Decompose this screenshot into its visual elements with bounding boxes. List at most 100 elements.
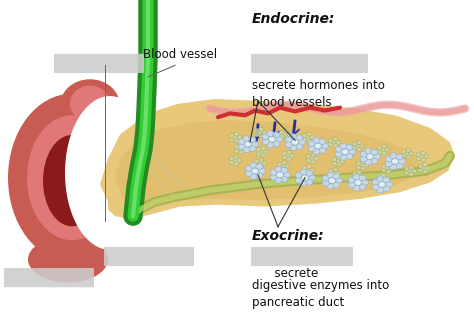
Ellipse shape xyxy=(239,150,244,154)
Ellipse shape xyxy=(284,164,290,168)
Ellipse shape xyxy=(420,155,424,158)
Ellipse shape xyxy=(27,115,117,240)
Ellipse shape xyxy=(384,148,390,152)
Ellipse shape xyxy=(60,79,120,132)
Ellipse shape xyxy=(337,162,342,167)
Ellipse shape xyxy=(307,138,312,143)
Ellipse shape xyxy=(285,137,292,142)
Text: Blood vessel: Blood vessel xyxy=(143,48,217,60)
Ellipse shape xyxy=(302,133,307,138)
Ellipse shape xyxy=(361,160,366,164)
Ellipse shape xyxy=(381,164,386,168)
Ellipse shape xyxy=(357,171,362,175)
Ellipse shape xyxy=(371,158,378,164)
Ellipse shape xyxy=(332,141,336,144)
Ellipse shape xyxy=(234,145,239,149)
Ellipse shape xyxy=(315,143,321,149)
Ellipse shape xyxy=(386,169,391,173)
Ellipse shape xyxy=(262,161,266,166)
Ellipse shape xyxy=(372,179,379,185)
Ellipse shape xyxy=(359,144,365,148)
Ellipse shape xyxy=(302,166,307,170)
Text: digestive enzymes into
pancreatic duct: digestive enzymes into pancreatic duct xyxy=(252,279,389,309)
Ellipse shape xyxy=(295,172,302,178)
Ellipse shape xyxy=(423,169,428,173)
Ellipse shape xyxy=(355,180,362,185)
Ellipse shape xyxy=(239,144,244,148)
Ellipse shape xyxy=(385,161,392,167)
Ellipse shape xyxy=(336,160,340,163)
Ellipse shape xyxy=(366,154,374,160)
Ellipse shape xyxy=(254,132,259,137)
Ellipse shape xyxy=(332,171,336,175)
Ellipse shape xyxy=(229,160,234,165)
Ellipse shape xyxy=(270,169,277,175)
Ellipse shape xyxy=(376,175,381,179)
Ellipse shape xyxy=(306,179,313,185)
Ellipse shape xyxy=(275,177,282,183)
Ellipse shape xyxy=(245,171,252,177)
Ellipse shape xyxy=(377,146,382,150)
Ellipse shape xyxy=(258,162,262,165)
Ellipse shape xyxy=(337,156,342,160)
Ellipse shape xyxy=(307,165,312,169)
FancyBboxPatch shape xyxy=(251,247,353,266)
Ellipse shape xyxy=(299,139,306,145)
Ellipse shape xyxy=(385,182,392,187)
Ellipse shape xyxy=(361,166,366,171)
Ellipse shape xyxy=(360,151,367,157)
Ellipse shape xyxy=(229,156,234,161)
FancyBboxPatch shape xyxy=(54,54,144,73)
Ellipse shape xyxy=(238,144,245,150)
Ellipse shape xyxy=(401,154,406,158)
Ellipse shape xyxy=(328,173,333,177)
Ellipse shape xyxy=(270,174,277,180)
Ellipse shape xyxy=(283,133,287,136)
Ellipse shape xyxy=(282,167,287,172)
Ellipse shape xyxy=(273,132,280,138)
Ellipse shape xyxy=(356,165,361,169)
Ellipse shape xyxy=(279,131,284,135)
Ellipse shape xyxy=(279,134,284,139)
Ellipse shape xyxy=(283,172,291,178)
Ellipse shape xyxy=(377,176,384,182)
Ellipse shape xyxy=(336,140,340,144)
Ellipse shape xyxy=(376,178,381,183)
Ellipse shape xyxy=(422,167,426,170)
Ellipse shape xyxy=(396,163,403,169)
Ellipse shape xyxy=(256,148,261,152)
Ellipse shape xyxy=(234,138,239,143)
Ellipse shape xyxy=(313,156,319,161)
Ellipse shape xyxy=(356,174,360,177)
Ellipse shape xyxy=(281,177,288,182)
Ellipse shape xyxy=(277,166,282,170)
Ellipse shape xyxy=(409,166,414,170)
Ellipse shape xyxy=(328,178,336,183)
Ellipse shape xyxy=(353,174,360,180)
Ellipse shape xyxy=(300,169,307,175)
Ellipse shape xyxy=(348,149,356,155)
Ellipse shape xyxy=(286,132,292,137)
Ellipse shape xyxy=(310,157,314,160)
Ellipse shape xyxy=(245,166,252,172)
Ellipse shape xyxy=(409,151,413,156)
Ellipse shape xyxy=(385,167,389,170)
Ellipse shape xyxy=(379,182,385,187)
Ellipse shape xyxy=(241,147,246,151)
Ellipse shape xyxy=(307,171,312,175)
Ellipse shape xyxy=(234,155,239,159)
Ellipse shape xyxy=(259,134,264,138)
Ellipse shape xyxy=(281,167,288,173)
Ellipse shape xyxy=(259,127,264,131)
Ellipse shape xyxy=(302,170,307,174)
Ellipse shape xyxy=(311,160,316,164)
Ellipse shape xyxy=(404,171,409,175)
Ellipse shape xyxy=(259,158,264,162)
Ellipse shape xyxy=(296,135,303,141)
Ellipse shape xyxy=(313,149,320,155)
Ellipse shape xyxy=(360,164,364,167)
Ellipse shape xyxy=(416,152,421,157)
Ellipse shape xyxy=(306,170,313,176)
Ellipse shape xyxy=(416,156,421,161)
Ellipse shape xyxy=(256,164,263,169)
